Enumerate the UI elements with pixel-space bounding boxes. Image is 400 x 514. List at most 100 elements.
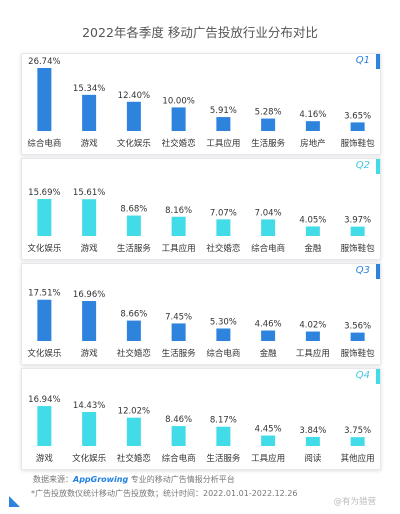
bar-5 bbox=[216, 328, 231, 341]
bar-3 bbox=[126, 417, 141, 446]
value-label-4: 10.00% bbox=[162, 96, 194, 106]
bar-6 bbox=[261, 118, 276, 131]
value-label-6: 4.46% bbox=[255, 319, 282, 329]
bar-1 bbox=[37, 199, 52, 236]
q1-badge: Q1 bbox=[340, 54, 380, 69]
bar-8 bbox=[350, 332, 365, 341]
category-label-3: 社交婚恋 bbox=[117, 348, 151, 359]
q1-label: Q1 bbox=[355, 55, 370, 66]
q3-badge-bar bbox=[376, 264, 380, 279]
value-label-3: 12.40% bbox=[118, 91, 150, 101]
bar-3 bbox=[126, 215, 141, 236]
category-label-1: 游戏 bbox=[36, 453, 54, 464]
category-label-3: 文化娱乐 bbox=[117, 138, 152, 149]
q1-badge-bar bbox=[376, 54, 380, 69]
bar-7 bbox=[305, 121, 320, 131]
bar-4 bbox=[171, 216, 186, 236]
bar-3 bbox=[126, 320, 141, 341]
value-label-7: 4.02% bbox=[299, 321, 326, 331]
source-brand[interactable]: AppGrowing bbox=[73, 475, 129, 484]
value-label-3: 12.02% bbox=[118, 407, 150, 417]
category-label-7: 金融 bbox=[304, 243, 322, 254]
q1-chart: 26.74% 综合电商 15.34% 游戏 12.40% 文化娱乐 10.00% 社交婚恋 5.… bbox=[27, 57, 375, 149]
source-line: 数据来源：AppGrowing 专业的移动广告情报分析平台 bbox=[33, 474, 235, 485]
bar-2 bbox=[82, 411, 97, 446]
bar-6 bbox=[261, 435, 276, 446]
value-label-8: 3.75% bbox=[344, 426, 371, 436]
value-label-8: 3.65% bbox=[344, 111, 371, 121]
category-label-4: 社交婚恋 bbox=[162, 138, 196, 149]
bar-6 bbox=[261, 330, 276, 341]
category-label-8: 服饰鞋包 bbox=[341, 243, 376, 254]
bar-5 bbox=[216, 117, 231, 131]
bar-1 bbox=[37, 406, 52, 446]
bar-8 bbox=[350, 226, 365, 236]
category-label-7: 工具应用 bbox=[296, 348, 330, 359]
bar-2 bbox=[82, 301, 97, 341]
bar-5 bbox=[216, 426, 231, 446]
q4-badge-bar bbox=[376, 369, 380, 384]
q3-badge: Q3 bbox=[340, 264, 380, 279]
value-label-1: 26.74% bbox=[28, 57, 60, 67]
bar-7 bbox=[305, 436, 320, 446]
bar-4 bbox=[171, 323, 186, 341]
category-label-7: 房地产 bbox=[300, 138, 326, 149]
category-label-4: 生活服务 bbox=[162, 348, 197, 359]
value-label-7: 4.05% bbox=[299, 215, 326, 225]
category-label-2: 游戏 bbox=[81, 138, 99, 149]
bar-4 bbox=[171, 426, 186, 446]
category-label-2: 游戏 bbox=[81, 348, 99, 359]
value-label-8: 3.97% bbox=[344, 216, 371, 226]
category-label-5: 生活服务 bbox=[206, 453, 241, 464]
bar-4 bbox=[171, 107, 186, 131]
category-label-4: 综合电商 bbox=[162, 453, 196, 464]
category-label-1: 文化娱乐 bbox=[27, 348, 62, 359]
value-label-5: 5.30% bbox=[210, 318, 237, 328]
value-label-3: 8.66% bbox=[120, 310, 147, 320]
value-label-8: 3.56% bbox=[344, 322, 371, 332]
value-label-1: 15.69% bbox=[28, 188, 60, 198]
category-label-3: 生活服务 bbox=[117, 243, 152, 254]
category-label-6: 工具应用 bbox=[251, 453, 285, 464]
value-label-5: 7.07% bbox=[210, 208, 237, 218]
value-label-7: 4.16% bbox=[299, 110, 326, 120]
value-label-4: 8.46% bbox=[165, 415, 192, 425]
bar-7 bbox=[305, 331, 320, 341]
bar-2 bbox=[82, 199, 97, 236]
category-label-5: 综合电商 bbox=[206, 348, 240, 359]
category-label-1: 综合电商 bbox=[27, 138, 61, 149]
value-label-3: 8.68% bbox=[120, 205, 147, 215]
q4-label: Q4 bbox=[355, 370, 370, 381]
q3-label: Q3 bbox=[355, 265, 370, 276]
q2-badge: Q2 bbox=[340, 159, 380, 174]
stat-note: *广告投放数仪统计移动广告投放数；统计时间：2022.01.01-2022.12… bbox=[31, 489, 298, 498]
q3-chart: 17.51% 文化娱乐 16.96% 游戏 8.66% 社交婚恋 7.45% 生活服务 5.30… bbox=[27, 289, 376, 359]
bar-1 bbox=[37, 67, 52, 131]
value-label-2: 14.43% bbox=[73, 401, 105, 411]
q4-badge: Q4 bbox=[340, 369, 380, 384]
category-label-3: 社交婚恋 bbox=[117, 453, 151, 464]
category-label-8: 服饰鞋包 bbox=[341, 348, 376, 359]
value-label-1: 17.51% bbox=[28, 289, 60, 299]
bar-2 bbox=[82, 94, 97, 131]
value-label-2: 16.96% bbox=[73, 290, 105, 300]
bar-8 bbox=[350, 437, 365, 446]
q4-panel: 16.94% 游戏 14.43% 文化娱乐 12.02% 社交婚恋 8.46% 综合电商 8.1… bbox=[21, 368, 381, 470]
corner-triangle-icon bbox=[8, 494, 22, 508]
value-label-5: 8.17% bbox=[210, 416, 237, 426]
bar-6 bbox=[261, 219, 276, 236]
q2-chart: 15.69% 文化娱乐 15.61% 游戏 8.68% 生活服务 8.16% 工具应用 7.07… bbox=[27, 188, 376, 254]
bar-3 bbox=[126, 101, 141, 131]
value-label-1: 16.94% bbox=[28, 395, 60, 405]
q1-panel: 26.74% 综合电商 15.34% 游戏 12.40% 文化娱乐 10.00% 社交婚恋 5.… bbox=[21, 53, 381, 155]
q3-panel: 17.51% 文化娱乐 16.96% 游戏 8.66% 社交婚恋 7.45% 生活服务 5.30… bbox=[21, 263, 381, 365]
value-label-6: 5.28% bbox=[255, 108, 282, 118]
value-label-2: 15.61% bbox=[73, 188, 105, 198]
value-label-5: 5.91% bbox=[210, 106, 237, 116]
bar-1 bbox=[37, 299, 52, 341]
value-label-7: 3.84% bbox=[299, 426, 326, 436]
value-label-6: 7.04% bbox=[255, 208, 282, 218]
category-label-2: 文化娱乐 bbox=[72, 453, 107, 464]
source-label: 数据来源： bbox=[33, 475, 73, 484]
category-label-1: 文化娱乐 bbox=[27, 243, 62, 254]
